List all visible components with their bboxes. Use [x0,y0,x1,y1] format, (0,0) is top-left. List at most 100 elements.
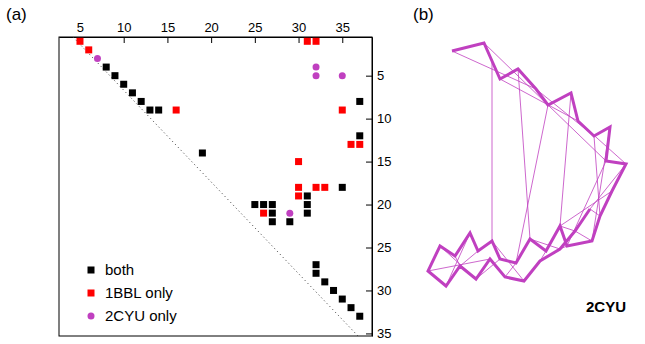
contact-point [260,201,267,208]
series-0 [103,64,364,320]
y-tick-label: 10 [377,111,391,126]
y-tick: 15 [366,154,391,169]
contact-point [199,149,206,156]
legend-marker [88,267,95,274]
contact-point [313,270,320,277]
contact-point [295,158,302,165]
contact-line [518,69,530,239]
x-tick-label: 5 [77,20,84,35]
contact-point [269,210,276,217]
legend-marker [88,313,95,320]
panel-label: (b) [413,5,434,24]
y-tick-label: 15 [377,154,391,169]
y-tick-mark [366,333,372,334]
y-axis-line [372,38,373,337]
contact-point [339,107,346,114]
contact-line [452,51,536,89]
contact-point [304,38,311,45]
x-axis: 5 10 15 20 25 30 35 [60,20,373,43]
contact-point [155,107,162,114]
x-tick-label: 20 [204,20,218,35]
x-tick-mark [255,37,256,43]
x-tick-mark [211,37,212,43]
structure [428,43,626,286]
contact-point [138,98,145,105]
contact-point [76,38,83,45]
contact-point [313,38,320,45]
contact-line [560,93,571,226]
y-tick-mark [366,205,372,206]
contact-point [313,261,320,268]
contact-point [304,192,311,199]
contact-point [103,64,110,71]
plot-frame [59,37,372,336]
x-tick-label: 35 [336,20,350,35]
y-tick: 25 [366,240,391,255]
contact-point [339,296,346,303]
series-1 [76,38,363,217]
x-tick-label: 30 [292,20,306,35]
contact-point [286,218,293,225]
legend: both1BBL only2CYU only [88,261,178,324]
contact-point [260,210,267,217]
x-tick: 25 [248,20,262,43]
x-axis-line [60,37,373,38]
contact-point [339,72,346,79]
contact-line [500,79,578,121]
x-tick-mark [342,37,343,43]
x-tick-mark [124,37,125,43]
y-tick-label: 35 [377,326,391,341]
contact-point [295,184,302,191]
x-tick-mark [299,37,300,43]
contact-point [85,46,92,53]
x-tick-label: 25 [248,20,262,35]
contact-point [330,287,337,294]
contact-point [348,304,355,311]
y-tick: 20 [366,197,391,212]
contact-point [356,313,363,320]
legend-label: both [105,261,134,278]
annotation: 2CYU [586,298,626,315]
x-tick: 15 [161,20,175,43]
y-axis: 5 10 15 20 25 30 35 [366,38,391,342]
contact-point [304,210,311,217]
contact-point [94,55,101,62]
contact-point [356,132,363,139]
series-2 [94,55,346,217]
contact-point [304,201,311,208]
contact-line [505,263,516,277]
y-tick-mark [366,290,372,291]
y-tick-mark [366,76,372,77]
y-tick: 5 [366,68,384,83]
backbone [428,43,626,286]
panel-label: (a) [6,5,27,24]
y-tick-label: 20 [377,197,391,212]
contact-line [460,251,478,266]
y-tick-label: 30 [377,283,391,298]
contact-point [313,64,320,71]
y-tick: 35 [366,326,391,341]
contact-point [286,210,293,217]
contact-line [492,61,493,241]
y-tick: 10 [366,111,391,126]
contact-line [590,209,600,216]
figure: (a) 5 10 15 20 25 30 35 5 10 15 20 25 30 35 both 1BBL on… [0,0,645,344]
legend-label: 1BBL only [105,284,173,301]
y-tick: 30 [366,283,391,298]
contact-point [295,192,302,199]
contact-line [484,43,548,105]
contact-point [269,201,276,208]
x-tick: 10 [117,20,131,43]
contact-point [129,89,136,96]
contact-point [339,184,346,191]
x-tick-mark [167,37,168,43]
y-tick-mark [366,119,372,120]
y-tick-label: 25 [377,240,391,255]
plot-area [73,37,363,336]
contact-point [321,278,328,285]
contact-point [348,141,355,148]
contact-point [173,107,180,114]
x-tick: 20 [204,20,218,43]
contact-point [356,98,363,105]
y-tick-mark [366,162,372,163]
